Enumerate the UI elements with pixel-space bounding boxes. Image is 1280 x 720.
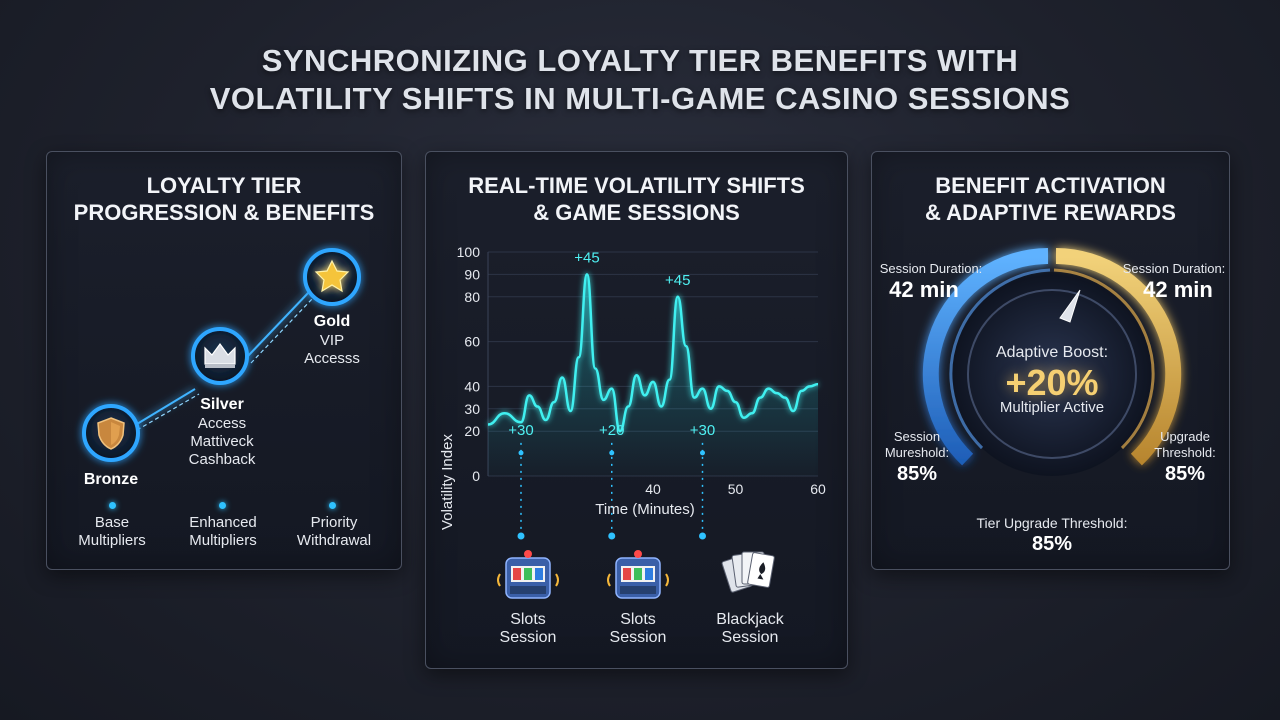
loyalty-tier-panel: LOYALTY TIER PROGRESSION & BENEFITS bbox=[46, 151, 402, 570]
gold-tier-label: Gold bbox=[313, 313, 351, 330]
gauge-needle bbox=[1059, 289, 1081, 323]
x-axis-ticks: 40 50 60 bbox=[645, 481, 826, 497]
y-tick-label: 20 bbox=[464, 423, 480, 439]
multiplier-active-label: Multiplier Active bbox=[999, 399, 1105, 416]
annotation-label: +20 bbox=[599, 422, 624, 439]
y-axis-label: Volatility Index bbox=[439, 434, 456, 530]
benefit-base-multipliers: Base Multipliers bbox=[78, 514, 146, 549]
annotation-label: +30 bbox=[508, 422, 533, 439]
volatility-area bbox=[488, 274, 818, 476]
x-tick-label: 50 bbox=[728, 481, 744, 497]
y-tick-label: 40 bbox=[464, 378, 480, 394]
silver-tier-label: Silver bbox=[200, 396, 244, 413]
benefit-activation-panel: BENEFIT ACTIVATION & ADAPTIVE REWARDS bbox=[871, 151, 1230, 570]
session-duration-value-right: 42 min bbox=[1143, 277, 1213, 302]
silver-tier-detail-2: Mattiveck bbox=[190, 433, 254, 450]
slots-session-label-1: Slots Session bbox=[499, 611, 557, 646]
volatility-panel-title: REAL-TIME VOLATILITY SHIFTS & GAME SESSI… bbox=[426, 172, 847, 226]
upgrade-threshold-value: 85% bbox=[1164, 463, 1206, 485]
tier-progression-graphic bbox=[82, 248, 361, 462]
session-connector-dot bbox=[518, 450, 524, 456]
y-tick-label: 30 bbox=[464, 401, 480, 417]
loyalty-panel-title: LOYALTY TIER PROGRESSION & BENEFITS bbox=[47, 172, 401, 226]
session-connectors bbox=[517, 442, 706, 540]
bronze-tier-label: Bronze bbox=[83, 471, 139, 488]
session-duration-label-left: Session Duration: bbox=[879, 261, 983, 276]
upgrade-threshold-label: Upgrade Threshold: bbox=[1154, 429, 1216, 460]
x-axis-label: Time (Minutes) bbox=[595, 501, 694, 518]
tier-upgrade-threshold-label: Tier Upgrade Threshold: bbox=[976, 515, 1128, 531]
benefit-panel-title: BENEFIT ACTIVATION & ADAPTIVE REWARDS bbox=[872, 172, 1229, 226]
blackjack-session-label: Blackjack Session bbox=[716, 611, 784, 646]
session-threshold-label: Session Mureshold: bbox=[884, 429, 950, 460]
page-title: SYNCHRONIZING LOYALTY TIER BENEFITS WITH… bbox=[0, 42, 1280, 118]
y-tick-label: 100 bbox=[457, 244, 481, 260]
silver-tier-detail-3: Cashback bbox=[188, 451, 256, 468]
annotation-label: +45 bbox=[574, 249, 599, 266]
session-connector-dot bbox=[517, 532, 525, 540]
benefit-dot bbox=[219, 502, 226, 509]
benefit-panel-title-line1: BENEFIT ACTIVATION bbox=[935, 173, 1166, 198]
playing-cards-icon bbox=[721, 551, 775, 593]
session-threshold-value: 85% bbox=[896, 463, 938, 485]
benefit-dot bbox=[329, 502, 336, 509]
slots-session-label-2: Slots Session bbox=[609, 611, 667, 646]
session-connector-dot bbox=[700, 450, 705, 456]
session-duration-label-right: Session Duration: bbox=[1122, 261, 1226, 276]
y-tick-label: 0 bbox=[472, 468, 480, 484]
session-connector-dot bbox=[608, 532, 616, 540]
gold-tier-detail-2: Accesss bbox=[304, 350, 360, 367]
volatility-line bbox=[487, 273, 819, 433]
slot-machine-icon bbox=[497, 550, 559, 599]
x-tick-label: 40 bbox=[645, 481, 661, 497]
chart-annotations: +45 +45 +30 +20 +30 bbox=[508, 249, 715, 438]
adaptive-boost-heading: Adaptive Boost: bbox=[995, 344, 1109, 361]
gauge-arc-blue bbox=[922, 248, 1049, 466]
volatility-panel-title-line1: REAL-TIME VOLATILITY SHIFTS bbox=[468, 173, 805, 198]
silver-tier-detail-1: Access bbox=[197, 415, 247, 432]
adaptive-boost-value: +20% bbox=[1005, 362, 1099, 403]
benefit-dot bbox=[109, 502, 116, 509]
shield-icon bbox=[97, 417, 125, 450]
benefit-enhanced-multipliers: Enhanced Multipliers bbox=[189, 514, 257, 549]
x-tick-label: 60 bbox=[810, 481, 826, 497]
crown-icon bbox=[204, 342, 236, 368]
session-connector-dot bbox=[699, 532, 706, 540]
page-title-line2: VOLATILITY SHIFTS IN MULTI-GAME CASINO S… bbox=[209, 81, 1071, 116]
silver-tier-node bbox=[191, 327, 249, 385]
gauge-arc-gold bbox=[1055, 248, 1182, 466]
y-tick-label: 60 bbox=[464, 334, 480, 350]
session-duration-value-left: 42 min bbox=[889, 277, 959, 302]
annotation-label: +30 bbox=[690, 422, 715, 439]
y-tick-label: 80 bbox=[464, 289, 480, 305]
star-icon bbox=[314, 259, 350, 293]
gold-tier-detail-1: VIP bbox=[319, 332, 345, 349]
loyalty-panel-title-line2: PROGRESSION & BENEFITS bbox=[73, 200, 375, 225]
slot-machine-icon bbox=[607, 550, 669, 599]
loyalty-panel-title-line1: LOYALTY TIER bbox=[146, 173, 302, 198]
gold-tier-node bbox=[303, 248, 361, 306]
y-axis-ticks: 0 20 30 40 60 80 90 100 bbox=[457, 244, 481, 484]
benefit-priority-withdrawal: Priority Withdrawal bbox=[296, 514, 372, 549]
benefit-panel-title-line2: & ADAPTIVE REWARDS bbox=[925, 200, 1176, 225]
volatility-panel-title-line2: & GAME SESSIONS bbox=[533, 200, 740, 225]
y-tick-label: 90 bbox=[464, 266, 480, 282]
annotation-label: +45 bbox=[665, 272, 690, 289]
session-connector-dot bbox=[609, 450, 615, 456]
adaptive-boost-gauge bbox=[922, 248, 1182, 476]
page-title-line1: SYNCHRONIZING LOYALTY TIER BENEFITS WITH bbox=[261, 43, 1019, 78]
volatility-panel: REAL-TIME VOLATILITY SHIFTS & GAME SESSI… bbox=[425, 151, 848, 669]
bronze-tier-node bbox=[82, 404, 140, 462]
tier-upgrade-threshold-value: 85% bbox=[1031, 533, 1073, 555]
